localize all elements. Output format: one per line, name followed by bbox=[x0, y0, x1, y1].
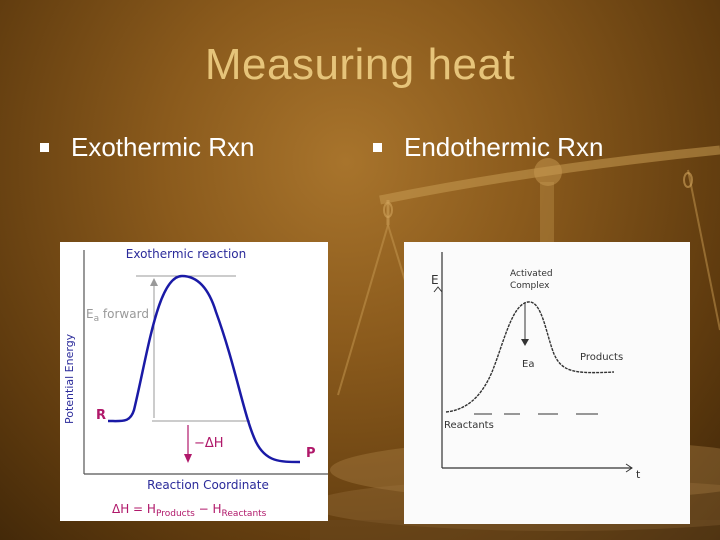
activated-complex-label-line2: Complex bbox=[510, 281, 550, 291]
bullet-endothermic-label: Endothermic Rxn bbox=[404, 132, 604, 162]
endothermic-diagram: t E Activated Complex Ea Products Reacta… bbox=[431, 252, 641, 481]
x-axis-arrowhead bbox=[625, 463, 633, 473]
activated-complex-label-line1: Activated bbox=[510, 269, 553, 279]
bullet-endothermic: Endothermic Rxn bbox=[373, 132, 603, 163]
ea-arrowhead bbox=[521, 339, 529, 346]
bullet-exothermic-label: Exothermic Rxn bbox=[71, 132, 255, 162]
bullet-square-icon bbox=[40, 143, 49, 152]
endothermic-diagram-panel: t E Activated Complex Ea Products Reacta… bbox=[404, 242, 690, 524]
energy-curve bbox=[445, 301, 615, 413]
exothermic-diagram-panel: Exothermic reaction Potential Energy Ea … bbox=[60, 242, 328, 521]
ea-arrowhead bbox=[150, 278, 158, 286]
y-axis-label: Potential Energy bbox=[63, 333, 76, 424]
product-label: P bbox=[306, 446, 316, 461]
delta-h-label: −ΔH bbox=[194, 436, 224, 451]
e-axis-mark bbox=[433, 286, 443, 293]
ea-forward-label: Ea forward bbox=[86, 307, 149, 324]
energy-curve bbox=[107, 274, 301, 464]
slide-title: Measuring heat bbox=[204, 40, 516, 89]
reactants-label: Reactants bbox=[444, 420, 494, 431]
e-axis-label: E bbox=[431, 273, 439, 287]
ea-label: Ea bbox=[522, 359, 534, 370]
delta-h-arrowhead bbox=[184, 454, 192, 463]
bullet-exothermic: Exothermic Rxn bbox=[40, 132, 255, 163]
delta-h-equation: ΔH = HProducts − HReactants bbox=[112, 502, 267, 519]
exothermic-diagram-title: Exothermic reaction bbox=[126, 247, 247, 261]
x-axis-label: Reaction Coordinate bbox=[147, 478, 269, 492]
products-label: Products bbox=[580, 352, 623, 363]
reactant-label: R bbox=[96, 408, 106, 423]
t-axis-label: t bbox=[636, 468, 641, 481]
bullet-square-icon bbox=[373, 143, 382, 152]
exothermic-diagram: Exothermic reaction Potential Energy Ea … bbox=[63, 247, 328, 519]
